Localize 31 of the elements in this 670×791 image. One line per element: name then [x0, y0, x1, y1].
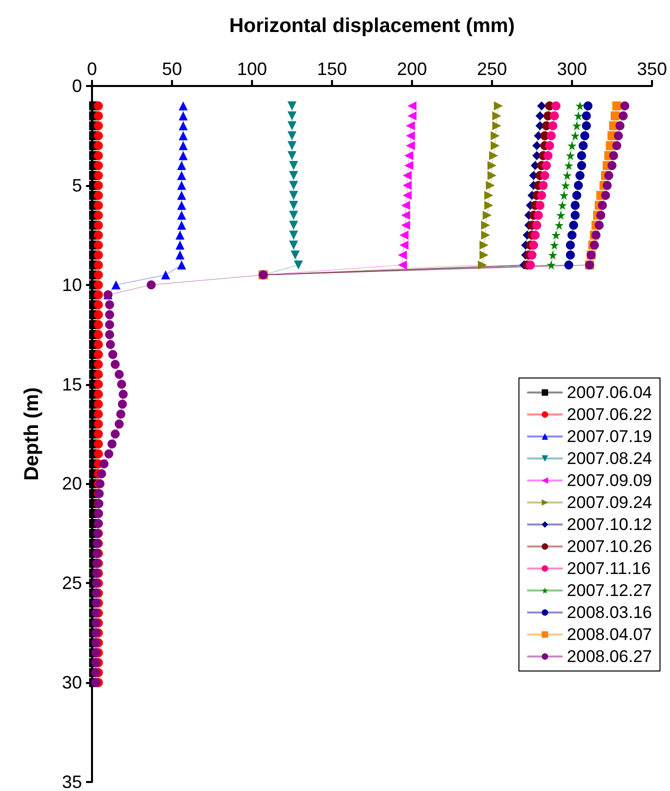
y-tick-label: 20: [62, 474, 82, 494]
legend-label: 2008.03.16: [566, 603, 652, 622]
legend-label: 2008.06.27: [566, 647, 652, 666]
x-tick-label: 100: [236, 59, 268, 79]
y-tick-label: 5: [72, 175, 82, 196]
x-tick-label: 50: [162, 59, 182, 79]
legend-label: 2007.12.27: [566, 581, 652, 600]
x-tick-label: 150: [316, 59, 348, 79]
legend-label: 2007.06.22: [566, 405, 652, 424]
y-tick-label: 15: [62, 374, 82, 394]
legend-label: 2007.10.26: [566, 537, 652, 556]
x-tick-label: 0: [86, 59, 98, 79]
legend-label: 2007.08.24: [566, 449, 652, 468]
legend-label: 2007.07.19: [566, 427, 652, 446]
x-tick-label: 250: [476, 59, 508, 79]
x-tick-label: 350: [636, 59, 668, 79]
x-tick-label: 200: [396, 59, 428, 79]
legend-label: 2007.11.16: [566, 559, 651, 578]
y-tick-label: 10: [62, 274, 82, 295]
y-axis-title: Depth (m): [21, 387, 43, 481]
x-tick-label: 300: [556, 59, 588, 79]
y-tick-label: 35: [62, 772, 82, 791]
legend-label: 2008.04.07: [566, 625, 652, 644]
legend-label: 2007.06.04: [566, 383, 652, 402]
y-tick-label: 30: [62, 672, 82, 693]
y-tick-label: 25: [62, 573, 82, 594]
legend-label: 2007.10.12: [566, 515, 652, 534]
legend-label: 2007.09.09: [566, 471, 652, 490]
y-tick-label: 0: [72, 76, 82, 96]
legend-label: 2007.09.24: [566, 493, 652, 512]
x-axis-title: Horizontal displacement (mm): [229, 15, 515, 37]
